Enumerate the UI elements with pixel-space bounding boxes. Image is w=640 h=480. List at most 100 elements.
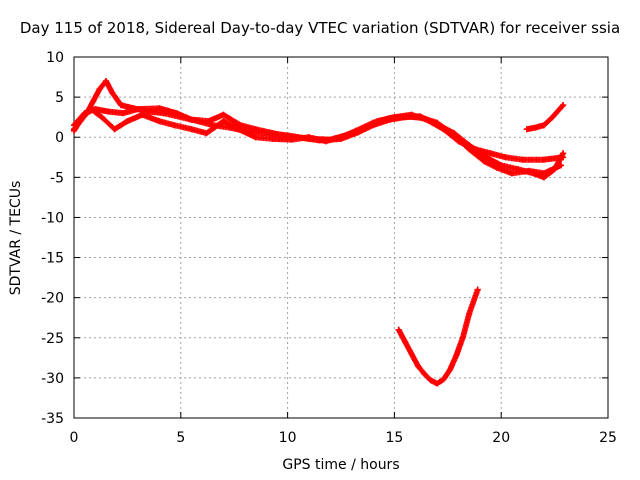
data-point xyxy=(252,126,259,133)
y-tick-label: -10 xyxy=(41,210,64,226)
data-point xyxy=(540,170,547,177)
data-point xyxy=(487,150,494,157)
data-point xyxy=(203,130,210,137)
data-point xyxy=(466,146,473,153)
data-point xyxy=(120,110,127,117)
data-point xyxy=(188,126,195,133)
data-point xyxy=(173,110,180,117)
data-point xyxy=(111,126,118,133)
data-point xyxy=(427,377,434,384)
data-point xyxy=(474,286,481,293)
y-tick-label: -30 xyxy=(41,371,64,387)
data-point xyxy=(560,102,567,109)
x-tick-label: 5 xyxy=(176,430,185,446)
data-point xyxy=(156,105,163,112)
y-tick-label: -35 xyxy=(41,411,64,427)
data-point xyxy=(549,114,556,121)
x-tick-label: 25 xyxy=(599,430,617,446)
data-point xyxy=(96,86,103,93)
data-point xyxy=(139,111,146,118)
data-point xyxy=(109,90,116,97)
data-point xyxy=(105,108,112,115)
data-point xyxy=(124,118,131,125)
data-point xyxy=(156,118,163,125)
data-point xyxy=(419,114,426,121)
data-point xyxy=(135,106,142,113)
data-point xyxy=(508,170,515,177)
data-point xyxy=(560,150,567,157)
series-track-3 xyxy=(71,106,565,177)
data-point xyxy=(540,122,547,129)
data-point xyxy=(252,134,259,141)
data-point xyxy=(483,154,490,161)
data-point xyxy=(523,126,530,133)
data-point xyxy=(451,132,458,139)
data-point xyxy=(404,113,411,120)
data-point xyxy=(421,370,428,377)
data-point xyxy=(370,119,377,126)
data-point xyxy=(269,135,276,142)
x-axis-label: GPS time / hours xyxy=(282,457,400,473)
x-tick-label: 10 xyxy=(279,430,297,446)
data-point xyxy=(188,116,195,123)
data-point xyxy=(493,164,500,171)
x-tick-label: 20 xyxy=(492,430,510,446)
data-point xyxy=(117,102,124,109)
data-point xyxy=(71,127,77,134)
y-tick-label: -25 xyxy=(41,331,64,347)
data-point xyxy=(395,326,402,333)
data-point xyxy=(459,334,466,341)
data-point xyxy=(540,156,547,163)
data-point xyxy=(434,119,441,126)
data-point xyxy=(502,154,509,161)
data-point xyxy=(237,122,244,129)
x-tick-label: 15 xyxy=(385,430,403,446)
data-point xyxy=(525,167,532,174)
data-markers xyxy=(395,286,481,387)
data-point xyxy=(532,124,539,131)
data-point xyxy=(79,114,86,121)
y-axis-label: SDTVAR / TECUs xyxy=(8,180,24,296)
data-point xyxy=(171,122,178,129)
data-point xyxy=(481,158,488,165)
data-point xyxy=(453,352,460,359)
series-layer xyxy=(71,78,567,387)
data-point xyxy=(352,127,359,134)
y-tick-label: 10 xyxy=(46,50,64,66)
y-tick-label: -5 xyxy=(50,170,64,186)
series-track-4 xyxy=(523,102,567,133)
data-point xyxy=(402,338,409,345)
data-point xyxy=(434,380,441,387)
data-point xyxy=(414,362,421,369)
plot-frame xyxy=(73,56,609,419)
y-tick-label: 5 xyxy=(55,90,64,106)
chart-title: Day 115 of 2018, Sidereal Day-to-day VTE… xyxy=(19,19,621,37)
x-tick-label: 0 xyxy=(70,430,79,446)
data-point xyxy=(88,106,95,113)
data-point xyxy=(338,134,344,141)
y-tick-label: -20 xyxy=(41,291,64,307)
series-track-5 xyxy=(395,286,481,387)
data-point xyxy=(220,118,227,125)
data-point xyxy=(558,162,565,169)
data-point xyxy=(387,114,394,121)
data-point xyxy=(305,134,312,141)
data-point xyxy=(323,138,330,145)
data-markers xyxy=(71,78,567,163)
data-point xyxy=(235,126,242,133)
series-track-1 xyxy=(71,78,567,163)
data-point xyxy=(519,156,526,163)
data-point xyxy=(466,310,473,317)
data-point xyxy=(205,118,212,125)
data-point xyxy=(446,366,453,373)
data-point xyxy=(90,98,97,105)
y-tick-label: 0 xyxy=(55,130,64,146)
y-tick-label: -15 xyxy=(41,251,64,267)
data-point xyxy=(440,376,447,383)
data-point xyxy=(220,111,227,118)
axis-ticks: 0 5 10 15 20 25 -35 -30 -25 -20 -15 -10 -5 0 5 10 xyxy=(41,50,617,446)
data-point xyxy=(103,78,110,85)
data-point xyxy=(408,350,415,357)
data-markers xyxy=(523,102,567,133)
